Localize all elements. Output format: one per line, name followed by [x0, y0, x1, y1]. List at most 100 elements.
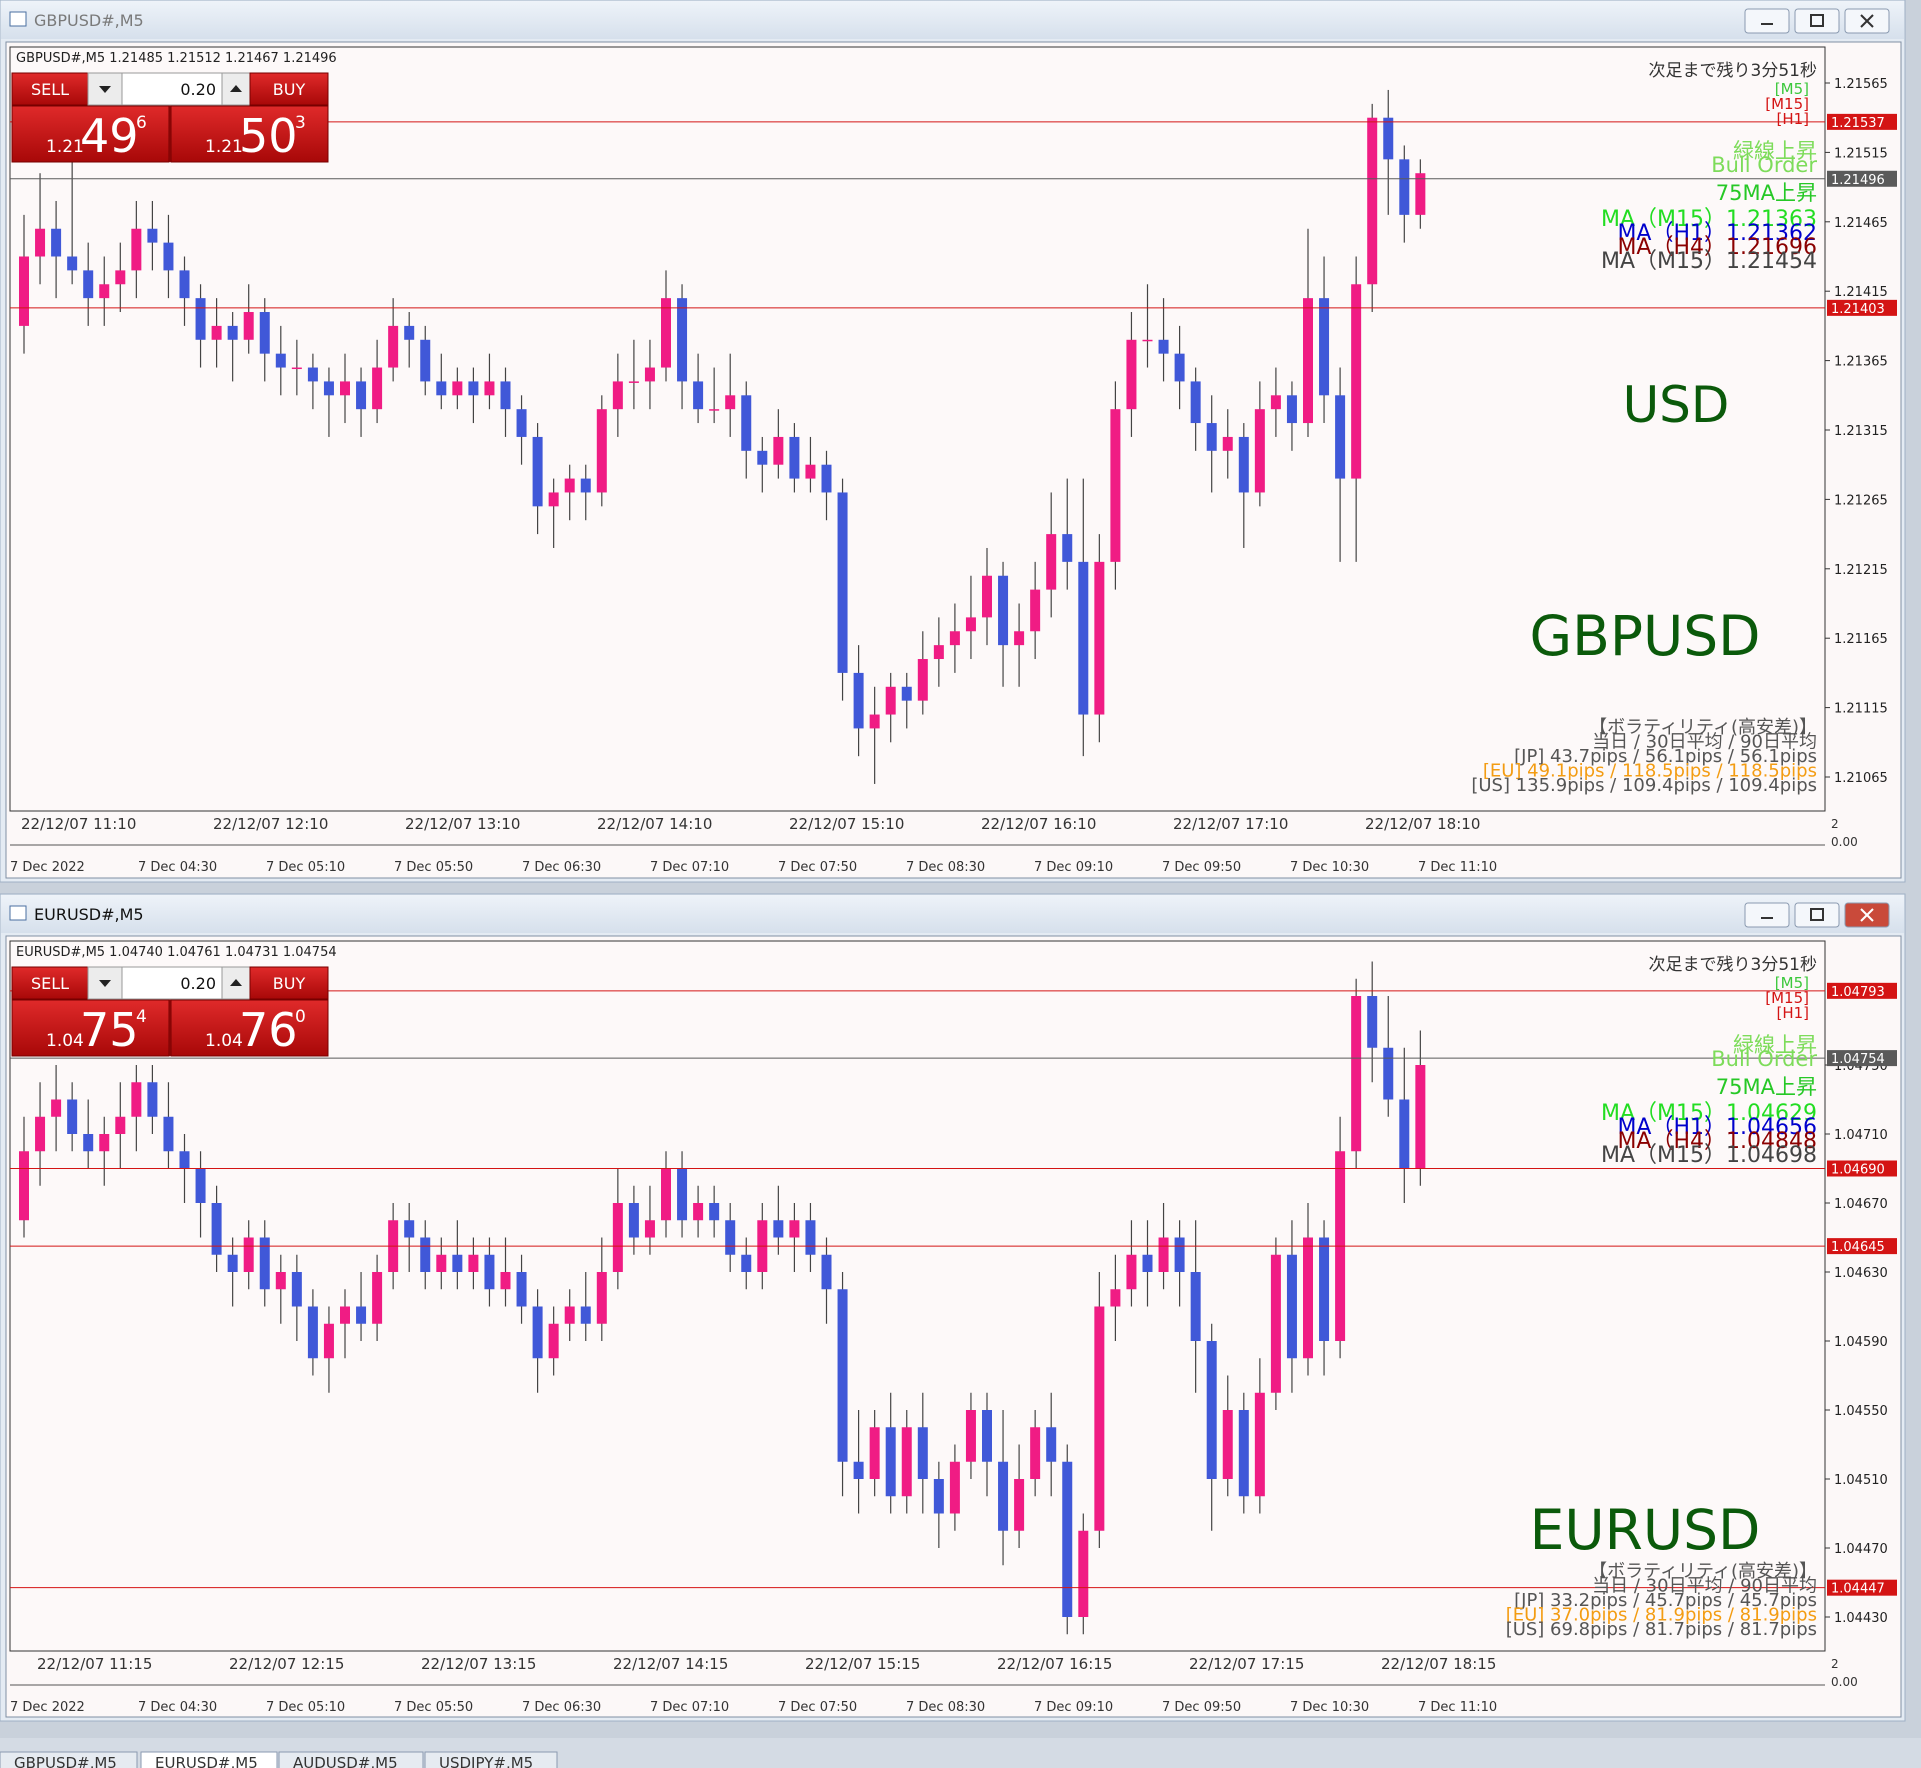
- bear-candle: [1399, 1099, 1410, 1169]
- tab-label[interactable]: EURUSD#,M5: [155, 1754, 258, 1768]
- bear-candle: [709, 1203, 720, 1221]
- bull-candle: [340, 381, 350, 396]
- buy-price-pips[interactable]: 50: [239, 109, 298, 163]
- buy-button[interactable]: [249, 72, 329, 106]
- bull-candle: [644, 367, 655, 382]
- tab-face[interactable]: [278, 1751, 424, 1768]
- signal-label: Bull Order: [1711, 153, 1817, 177]
- sell-label[interactable]: SELL: [31, 80, 69, 99]
- chart-tab[interactable]: AUDUSD#,M5: [278, 1751, 424, 1768]
- bull-candle: [644, 1220, 655, 1238]
- close-glyph[interactable]: [1860, 14, 1874, 28]
- bear-candle: [484, 1254, 495, 1290]
- bull-candle: [1110, 1289, 1121, 1307]
- y-tick-label: 1.04470: [1834, 1542, 1888, 1557]
- bull-candle: [51, 1099, 62, 1117]
- time-label: 22/12/07 13:10: [405, 815, 520, 833]
- chart-tab[interactable]: USDJPY#,M5: [424, 1751, 558, 1768]
- bear-candle: [516, 1272, 527, 1307]
- sell-button[interactable]: [11, 966, 89, 1000]
- bear-candle: [741, 395, 752, 451]
- time-label: 22/12/07 14:10: [597, 815, 712, 833]
- close-glyph[interactable]: [1860, 908, 1874, 922]
- bull-candle: [468, 1254, 479, 1272]
- bear-candle: [725, 1220, 736, 1255]
- maximize-button[interactable]: [1794, 8, 1840, 34]
- bull-candle: [211, 325, 222, 340]
- timeframe-label: [M15]: [1765, 989, 1809, 1007]
- date-label: 7 Dec 04:30: [138, 860, 217, 875]
- bull-candle: [1142, 339, 1153, 342]
- minimize-button[interactable]: [1744, 902, 1790, 928]
- bear-candle: [468, 381, 479, 396]
- buy-button[interactable]: [249, 966, 329, 1000]
- chart-tab[interactable]: EURUSD#,M5: [140, 1751, 278, 1768]
- sell-price-fraction[interactable]: 4: [136, 1007, 147, 1027]
- buy-label[interactable]: BUY: [273, 80, 306, 99]
- tab-label[interactable]: AUDUSD#,M5: [293, 1754, 398, 1768]
- bull-candle: [548, 492, 559, 507]
- price-level-tag: [1827, 1050, 1897, 1067]
- tab-face[interactable]: [140, 1751, 278, 1768]
- tab-face[interactable]: [0, 1751, 138, 1768]
- lot-value[interactable]: 0.20: [180, 80, 216, 99]
- timeframe-label: [H1]: [1776, 1004, 1809, 1022]
- bear-candle: [83, 270, 94, 299]
- buy-price-fraction[interactable]: 0: [295, 1007, 306, 1027]
- bull-candle: [1351, 996, 1362, 1152]
- bull-candle: [99, 1134, 110, 1152]
- bull-candle: [388, 325, 399, 368]
- date-label: 7 Dec 10:30: [1290, 860, 1369, 875]
- bear-candle: [211, 1203, 222, 1255]
- chart-tab[interactable]: GBPUSD#,M5: [0, 1751, 138, 1768]
- sell-price-box[interactable]: [11, 999, 170, 1057]
- sell-price-pips[interactable]: 75: [80, 1003, 139, 1057]
- bear-candle: [998, 575, 1009, 646]
- lot-dropdown[interactable]: [87, 966, 123, 1000]
- tab-label[interactable]: USDJPY#,M5: [439, 1754, 533, 1768]
- maximize-button[interactable]: [1794, 902, 1840, 928]
- sell-price-box[interactable]: [11, 105, 170, 163]
- lot-value[interactable]: 0.20: [180, 974, 216, 993]
- minimize-button[interactable]: [1744, 8, 1790, 34]
- buy-price-pips[interactable]: 76: [239, 1003, 298, 1057]
- bear-candle: [901, 686, 912, 701]
- y-tick-label: 1.21315: [1834, 424, 1888, 439]
- buy-price-big-figure[interactable]: 1.21: [205, 137, 243, 157]
- tab-face[interactable]: [424, 1751, 558, 1768]
- close-button[interactable]: [1844, 8, 1890, 34]
- price-level-tag: [1827, 1160, 1897, 1177]
- sell-price-big-figure[interactable]: 1.04: [46, 1031, 84, 1051]
- close-button[interactable]: [1844, 902, 1890, 928]
- buy-label[interactable]: BUY: [273, 974, 306, 993]
- buy-price-big-figure[interactable]: 1.04: [205, 1031, 243, 1051]
- sell-price-big-figure[interactable]: 1.21: [46, 137, 84, 157]
- minimize-button-face[interactable]: [1744, 8, 1790, 34]
- price-level-label: 1.04754: [1831, 1052, 1885, 1067]
- sell-button[interactable]: [11, 72, 89, 106]
- tab-label[interactable]: GBPUSD#,M5: [14, 1754, 117, 1768]
- sell-price-fraction[interactable]: 6: [136, 113, 147, 133]
- maximize-glyph[interactable]: [1810, 14, 1824, 27]
- maximize-button-face[interactable]: [1794, 902, 1840, 928]
- minimize-button-face[interactable]: [1744, 902, 1790, 928]
- window-title: GBPUSD#,M5: [34, 11, 144, 30]
- buy-price-box[interactable]: [170, 105, 329, 163]
- bear-candle: [307, 1306, 318, 1359]
- bull-candle: [1030, 1427, 1041, 1479]
- sell-price-pips[interactable]: 49: [80, 109, 139, 163]
- date-label: 7 Dec 05:10: [266, 1700, 345, 1715]
- symbol-info: EURUSD#,M5 1.04740 1.04761 1.04731 1.047…: [16, 945, 337, 960]
- sell-label[interactable]: SELL: [31, 974, 69, 993]
- lot-input[interactable]: [121, 966, 223, 1000]
- bear-candle: [436, 381, 447, 396]
- bull-candle: [709, 409, 720, 411]
- buy-price-fraction[interactable]: 3: [295, 113, 306, 133]
- maximize-button-face[interactable]: [1794, 8, 1840, 34]
- bear-candle: [1078, 561, 1089, 715]
- y-tick-label: 1.21365: [1834, 355, 1888, 370]
- lot-input[interactable]: [121, 72, 223, 106]
- bull-candle: [131, 228, 142, 271]
- buy-price-box[interactable]: [170, 999, 329, 1057]
- maximize-glyph[interactable]: [1810, 908, 1824, 921]
